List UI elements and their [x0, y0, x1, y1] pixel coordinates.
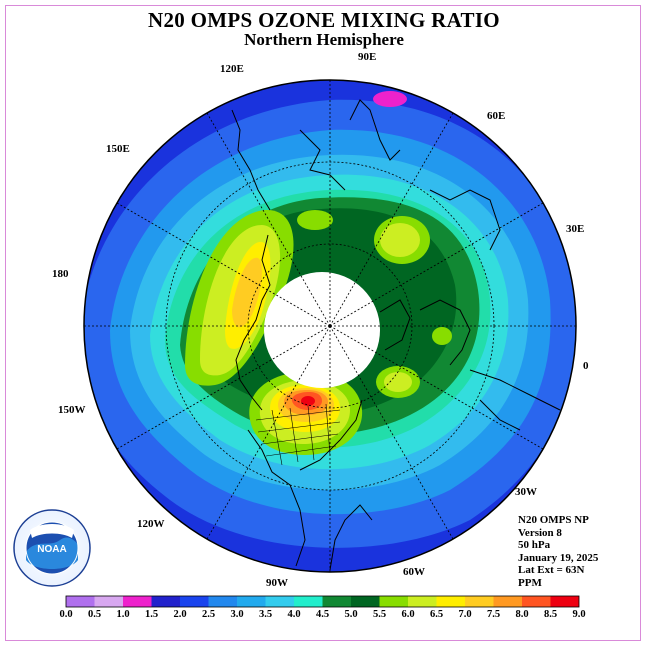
map-boundary	[83, 79, 577, 573]
colorbar-swatch	[522, 596, 551, 607]
info-lat-ext: Lat Ext = 63N	[518, 564, 585, 577]
colorbar-label: 4.5	[315, 609, 330, 620]
colorbar-label: 2.5	[201, 609, 216, 620]
lon-label-90e: 90E	[358, 51, 377, 63]
lon-label-120e: 120E	[220, 63, 244, 75]
lon-label-120w: 120W	[137, 518, 165, 530]
colorbar-label: 9.0	[572, 609, 586, 620]
colorbar-swatch	[237, 596, 266, 607]
info-level: 50 hPa	[518, 539, 551, 552]
graticule	[84, 80, 576, 572]
colorbar-swatch	[265, 596, 294, 607]
lon-label-30w: 30W	[515, 486, 537, 498]
colorbar	[65, 595, 580, 608]
info-block: N20 OMPS NP Version 8 50 hPa January 19,…	[518, 514, 598, 590]
colorbar-swatch	[294, 596, 323, 607]
colorbar-label: 5.5	[372, 609, 387, 620]
lon-label-90w: 90W	[266, 577, 288, 589]
colorbar-label: 7.0	[458, 609, 472, 620]
colorbar-label: 1.5	[144, 609, 159, 620]
lon-label-30e: 30E	[566, 223, 585, 235]
colorbar-swatch	[550, 596, 579, 607]
lon-label-150e: 150E	[106, 143, 130, 155]
map-subtitle: Northern Hemisphere	[244, 30, 404, 49]
ozone-field	[84, 80, 576, 572]
colorbar-label: 3.5	[258, 609, 273, 620]
colorbar-label: 8.5	[543, 609, 558, 620]
map-title: N20 OMPS OZONE MIXING RATIO	[148, 8, 500, 32]
colorbar-swatch	[123, 596, 152, 607]
colorbar-label: 5.0	[344, 609, 358, 620]
info-satellite: N20 OMPS NP	[518, 514, 589, 526]
colorbar-swatch	[151, 596, 180, 607]
noaa-logo-text: NOAA	[37, 544, 66, 555]
colorbar-swatch	[493, 596, 522, 607]
colorbar-label: 4.0	[287, 609, 301, 620]
lon-label-150w: 150W	[58, 404, 86, 416]
info-date: January 19, 2025	[518, 551, 599, 564]
colorbar-label: 0.0	[59, 609, 73, 620]
colorbar-label: 6.5	[429, 609, 444, 620]
noaa-logo: NOAA	[13, 509, 91, 587]
colorbar-swatch	[66, 596, 95, 607]
info-units: PPM	[518, 576, 542, 589]
lon-label-60w: 60W	[403, 566, 425, 578]
lon-label-0: 0	[583, 360, 589, 372]
colorbar-swatch	[379, 596, 408, 607]
colorbar-label: 3.0	[230, 609, 244, 620]
colorbar-label: 6.0	[401, 609, 415, 620]
colorbar-swatch	[465, 596, 494, 607]
colorbar-label: 7.5	[486, 609, 501, 620]
coastlines	[231, 99, 561, 571]
map-frame	[5, 5, 641, 641]
colorbar-swatch	[180, 596, 209, 607]
colorbar-swatch	[436, 596, 465, 607]
colorbar-label: 1.0	[116, 609, 130, 620]
colorbar-swatch	[94, 596, 123, 607]
colorbar-label: 2.0	[173, 609, 187, 620]
colorbar-swatch	[351, 596, 380, 607]
colorbar-label: 0.5	[87, 609, 102, 620]
lon-label-180: 180	[52, 268, 69, 280]
info-version: Version 8	[518, 526, 562, 539]
state-borders	[255, 403, 341, 466]
colorbar-swatch	[408, 596, 437, 607]
lon-label-60e: 60E	[487, 110, 506, 122]
colorbar-label: 8.0	[515, 609, 529, 620]
colorbar-swatch	[322, 596, 351, 607]
colorbar-swatch	[208, 596, 237, 607]
